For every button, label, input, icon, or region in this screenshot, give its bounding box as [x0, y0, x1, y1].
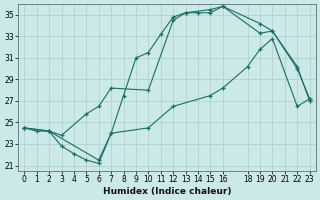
X-axis label: Humidex (Indice chaleur): Humidex (Indice chaleur) [103, 187, 231, 196]
